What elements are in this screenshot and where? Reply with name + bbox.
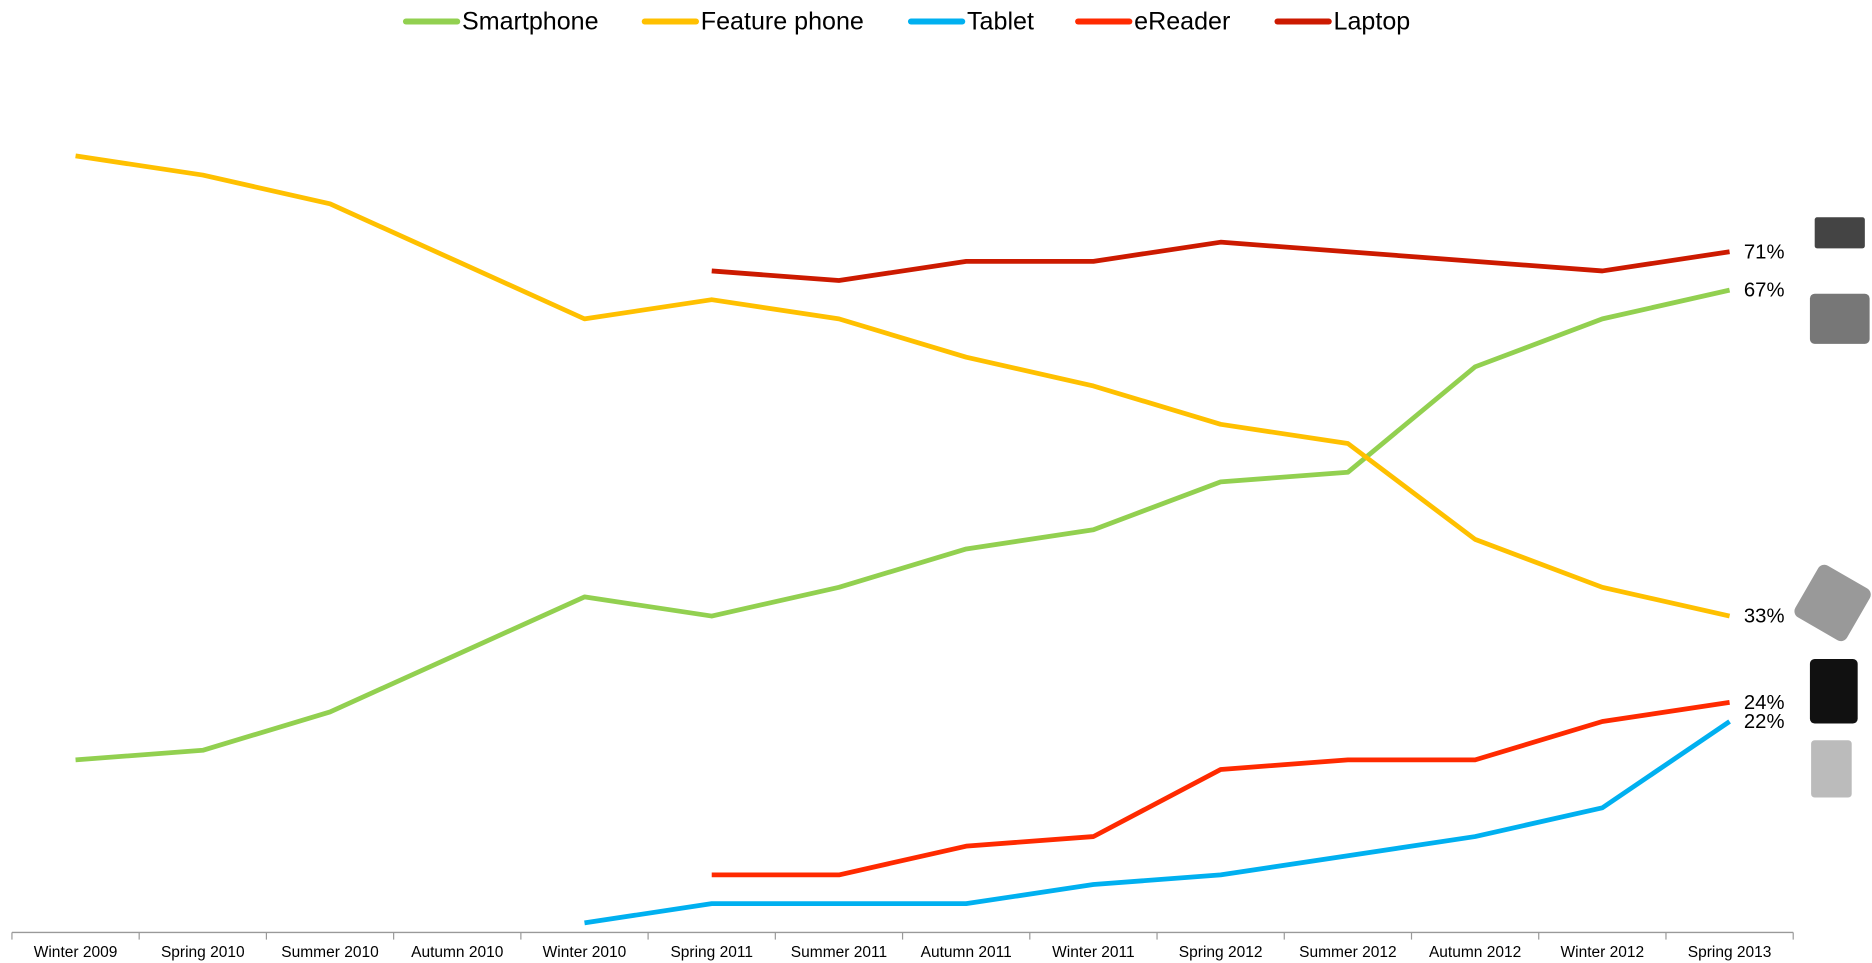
x-tick-label: Autumn 2012 bbox=[1429, 944, 1521, 961]
end-label: 24% bbox=[1744, 692, 1785, 714]
legend-label: Smartphone bbox=[462, 7, 599, 35]
ereader-icon bbox=[1811, 740, 1852, 798]
x-tick-label: Summer 2012 bbox=[1299, 944, 1396, 961]
x-tick-label: Winter 2009 bbox=[34, 944, 118, 961]
legend-label: Tablet bbox=[967, 7, 1034, 35]
x-tick-label: Spring 2013 bbox=[1688, 944, 1772, 961]
x-tick-label: Winter 2011 bbox=[1052, 944, 1135, 961]
series-line bbox=[75, 287, 1731, 763]
series-line bbox=[711, 239, 1730, 283]
legend-label: Laptop bbox=[1334, 7, 1411, 35]
x-tick-label: Spring 2012 bbox=[1179, 944, 1263, 961]
x-tick-label: Winter 2010 bbox=[543, 944, 627, 961]
smartphone-icon bbox=[1809, 293, 1870, 344]
tablet-icon bbox=[1809, 659, 1858, 724]
end-label: 22% bbox=[1744, 711, 1785, 733]
device-icons bbox=[1794, 217, 1871, 798]
end-label: 33% bbox=[1744, 606, 1785, 628]
legend-label: eReader bbox=[1134, 7, 1230, 35]
laptop-icon bbox=[1814, 217, 1865, 249]
x-tick-label: Autumn 2010 bbox=[411, 944, 504, 961]
feature-phone-icon bbox=[1794, 564, 1871, 642]
end-label: 67% bbox=[1744, 280, 1785, 302]
x-tick-label: Summer 2010 bbox=[281, 944, 379, 961]
series-line bbox=[711, 699, 1730, 878]
x-tick-label: Spring 2011 bbox=[670, 944, 753, 961]
end-label: 71% bbox=[1744, 241, 1785, 263]
series-line bbox=[584, 719, 1731, 926]
legend-label: Feature phone bbox=[701, 7, 864, 35]
x-tick-label: Summer 2011 bbox=[791, 944, 887, 961]
series-line bbox=[75, 153, 1731, 619]
x-tick-label: Winter 2012 bbox=[1561, 944, 1645, 961]
x-tick-label: Autumn 2011 bbox=[921, 944, 1012, 961]
x-tick-label: Spring 2010 bbox=[161, 944, 245, 961]
